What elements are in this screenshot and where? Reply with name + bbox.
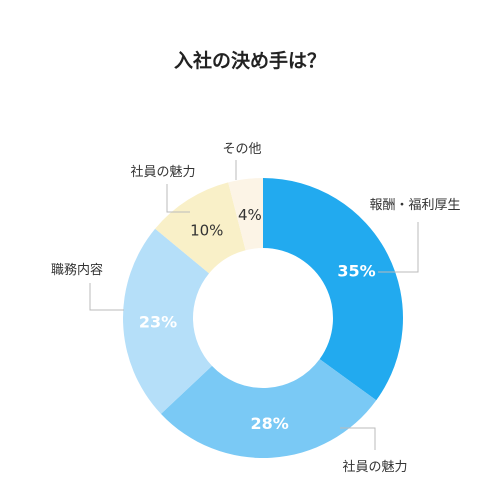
callout-line [340, 427, 376, 450]
slice-value-label: 28% [250, 414, 288, 433]
category-label: 職務内容 [51, 262, 103, 278]
category-label: 社員の魅力 [342, 459, 407, 475]
slice-value-label: 23% [139, 312, 177, 331]
callout-line [378, 222, 419, 273]
category-label: その他 [222, 142, 261, 157]
donut-slice [228, 178, 263, 251]
chart-title: 入社の決め手は？ [173, 50, 326, 72]
donut-slice [263, 178, 403, 401]
donut-slice [155, 182, 246, 274]
category-label: 社員の魅力 [130, 164, 195, 180]
donut-slice [123, 228, 212, 414]
slice-value-label: 35% [337, 261, 375, 280]
slice-value-label: 4% [238, 206, 262, 224]
donut-slice [160, 359, 377, 458]
callout-line [166, 184, 190, 213]
callout-line [89, 283, 124, 311]
slice-value-label: 10% [190, 221, 223, 239]
category-label: 報酬・福利厚生 [369, 198, 460, 213]
